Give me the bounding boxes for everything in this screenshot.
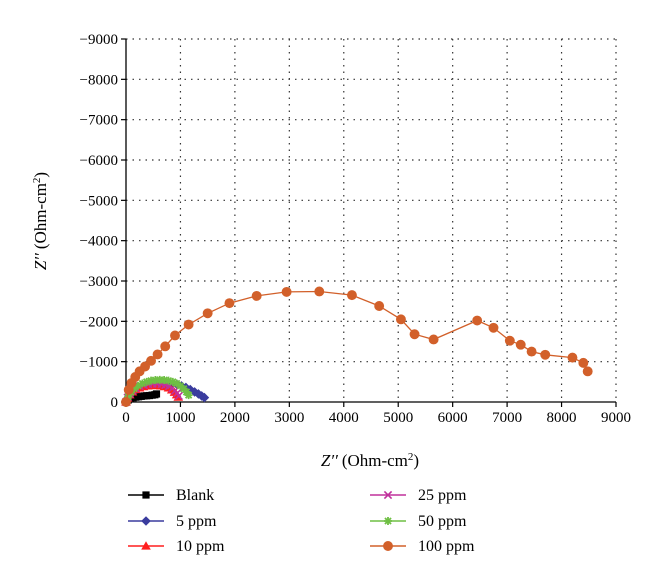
- data-point: [374, 301, 385, 311]
- data-point: [160, 376, 169, 385]
- y-tick-label: −9000: [80, 32, 118, 48]
- y-tick-label: −2000: [80, 314, 118, 330]
- data-point: [199, 392, 210, 403]
- x-title-primes: ′′: [330, 451, 338, 470]
- legend-marker: [141, 516, 151, 526]
- data-point: [409, 329, 420, 340]
- x-tick-label: 4000: [329, 410, 359, 426]
- x-tick-label: 2000: [220, 410, 250, 426]
- data-point: [395, 314, 406, 325]
- axes: 0 1000 2000 3000 4000 5000 6000 7000 8000 9000 0 −1…: [80, 32, 631, 426]
- data-point: [193, 389, 204, 399]
- y-tick-label: −3000: [80, 274, 118, 290]
- y-tick-label: 0: [111, 395, 119, 411]
- data-point: [526, 346, 537, 357]
- data-point: [142, 377, 151, 386]
- legend-label: 100 ppm: [418, 538, 475, 555]
- x-title-tail: ): [413, 451, 419, 470]
- y-tick-label: −7000: [80, 113, 118, 129]
- x-tick-label: 0: [122, 410, 130, 426]
- x-tick-label: 9000: [601, 410, 631, 426]
- data-point: [151, 376, 160, 385]
- legend-label: Blank: [176, 487, 214, 504]
- data-point: [515, 339, 526, 350]
- x-tick-label: 1000: [165, 410, 195, 426]
- data-point: [124, 392, 133, 401]
- data-point: [133, 381, 142, 390]
- x-axis-title: Z′′ (Ohm-cm2): [321, 451, 419, 470]
- data-point: [346, 290, 357, 301]
- data-point: [224, 298, 235, 309]
- data-point: [488, 322, 499, 333]
- data-point: [152, 390, 161, 398]
- legend-marker: [142, 491, 150, 499]
- data-point: [152, 349, 163, 360]
- data-point: [155, 375, 164, 384]
- data-point: [170, 330, 180, 341]
- legend: Blank 5 ppm 10 ppm 25 ppm 50 ppm 100 ppm: [128, 487, 475, 555]
- data-point: [130, 384, 139, 393]
- data-point: [582, 366, 593, 377]
- x-tick-label: 8000: [547, 410, 577, 426]
- y-tick-label: −5000: [80, 193, 118, 209]
- y-tick-label: −8000: [80, 72, 118, 88]
- data-point: [147, 376, 156, 385]
- legend-item: 10 ppm: [128, 538, 225, 555]
- x-tick-label: 3000: [274, 410, 304, 426]
- y-title-sup: 2: [31, 178, 43, 184]
- legend-label: 10 ppm: [176, 538, 225, 555]
- legend-marker: [383, 541, 393, 551]
- x-tick-label: 7000: [492, 410, 522, 426]
- data-point: [567, 352, 578, 363]
- y-title-unit: (Ohm-cm: [31, 183, 50, 249]
- y-title-tail: ): [31, 172, 50, 178]
- legend-marker: [383, 490, 393, 500]
- data-point: [174, 391, 183, 401]
- data-point: [540, 349, 551, 360]
- x-title-sup: 2: [408, 451, 414, 463]
- legend-marker: [141, 541, 151, 550]
- data-point: [183, 319, 194, 330]
- data-point: [138, 379, 147, 388]
- legend-item: 5 ppm: [128, 513, 217, 530]
- y-tick-label: −1000: [80, 355, 118, 371]
- data-point: [504, 335, 515, 346]
- legend-item: 50 ppm: [370, 513, 467, 530]
- legend-label: 25 ppm: [418, 487, 467, 504]
- data-point: [164, 376, 173, 385]
- data-point: [472, 315, 483, 326]
- series-100-ppm: [121, 286, 593, 407]
- legend-item: 25 ppm: [370, 487, 467, 504]
- data-point: [202, 308, 213, 319]
- y-axis-title: Z′′(Ohm-cm2): [31, 172, 50, 270]
- data-point: [184, 391, 193, 400]
- y-tick-label: −4000: [80, 234, 118, 250]
- gridlines: [126, 38, 617, 402]
- data-series: [121, 286, 593, 407]
- data-point: [314, 286, 325, 297]
- data-point: [189, 387, 200, 397]
- legend-marker: [384, 517, 392, 525]
- legend-item: Blank: [128, 487, 214, 504]
- legend-label: 5 ppm: [176, 513, 217, 530]
- x-tick-label: 6000: [438, 410, 468, 426]
- data-point: [172, 379, 181, 388]
- data-point: [281, 286, 292, 297]
- data-point: [428, 334, 439, 345]
- x-tick-label: 5000: [383, 410, 413, 426]
- legend-item: 100 ppm: [370, 538, 475, 555]
- data-point: [160, 341, 171, 352]
- x-title-unit: (Ohm-cm: [342, 451, 408, 470]
- data-point: [121, 397, 131, 407]
- data-point: [146, 355, 156, 366]
- data-point: [168, 377, 177, 386]
- data-point: [251, 290, 262, 301]
- data-point: [578, 357, 589, 368]
- legend-label: 50 ppm: [418, 513, 467, 530]
- y-tick-label: −6000: [80, 153, 118, 169]
- data-point: [176, 381, 185, 390]
